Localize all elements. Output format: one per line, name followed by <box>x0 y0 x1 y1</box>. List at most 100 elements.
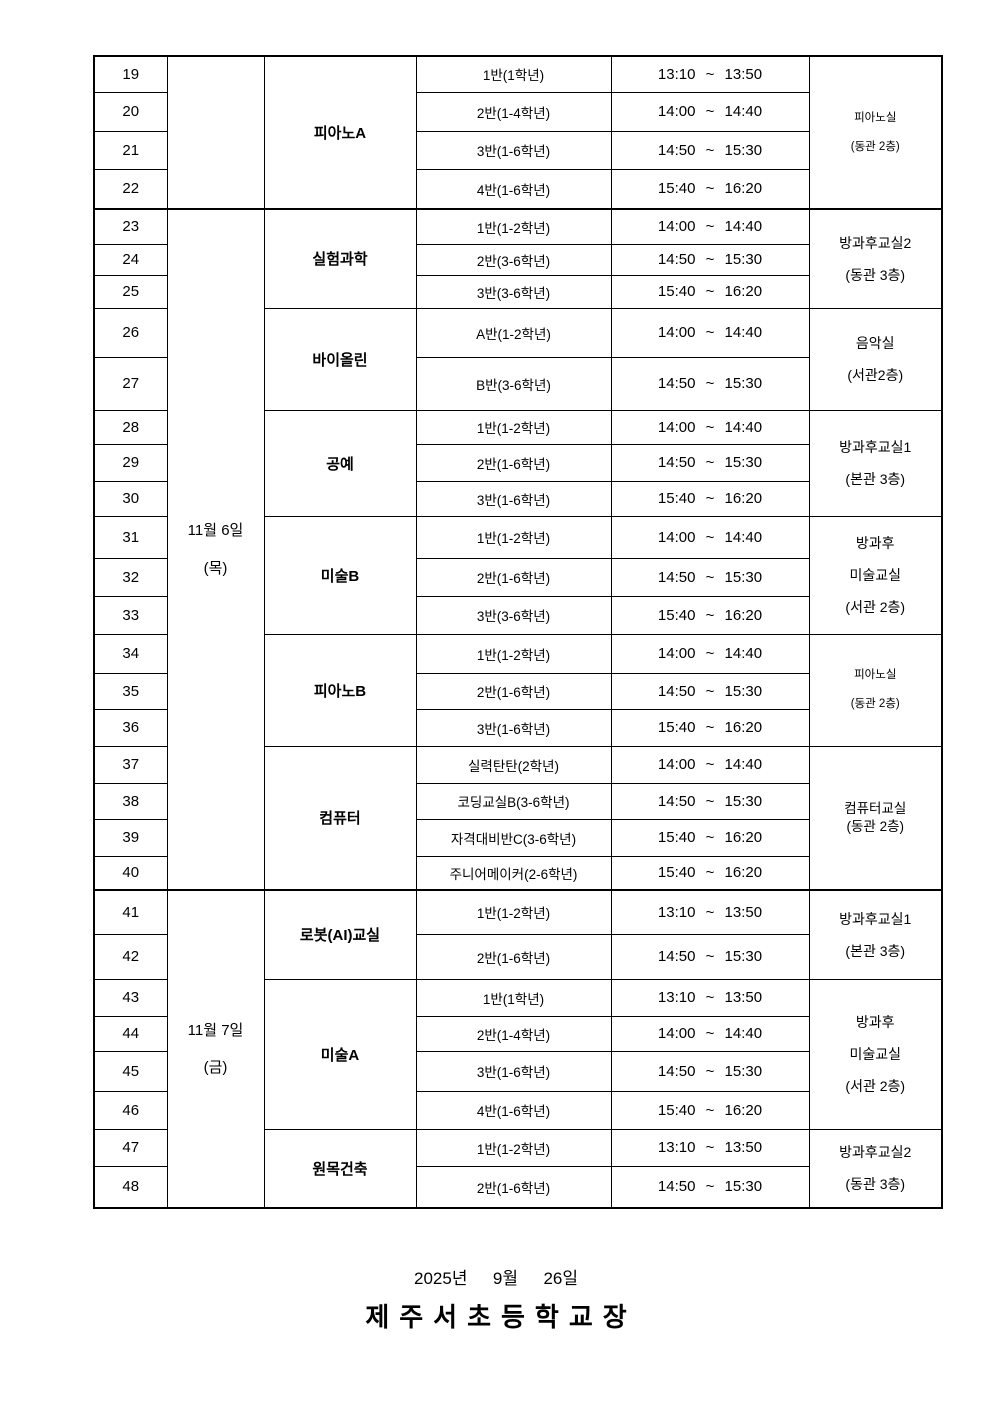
table-row: 31 미술B 1반(1-2학년) 14:00 ~ 14:40 방과후 미술교실 (서관 2층… <box>93 515 943 635</box>
table-row: 37 컴퓨터 실력탄탄(2학년) 14:00 ~ 14:40 컴퓨터교실 (동관 2층) <box>93 745 943 891</box>
row-number-cell: 34 <box>93 633 168 674</box>
class-cell: B반(3-6학년) <box>415 356 612 411</box>
row-number-cell: 22 <box>93 168 168 210</box>
class-cell: 4반(1-6학년) <box>415 168 612 210</box>
class-cell: 2반(1-6학년) <box>415 443 612 482</box>
program-cell: 컴퓨터 <box>263 745 417 891</box>
table-row: 35 2반(1-6학년) 14:50 ~ 15:30 <box>93 672 942 710</box>
row-number-cell: 40 <box>93 855 168 891</box>
program-cell: 원목건축 <box>263 1128 417 1209</box>
class-cell: 자격대비반C(3-6학년) <box>415 818 612 857</box>
row-number-cell: 46 <box>93 1090 168 1130</box>
time-cell: 15:40 ~ 16:20 <box>610 595 810 635</box>
row-number-cell: 21 <box>93 130 168 170</box>
time-cell: 13:10 ~ 13:50 <box>610 1128 810 1167</box>
row-number-cell: 47 <box>93 1128 168 1167</box>
class-cell: 실력탄탄(2학년) <box>415 745 612 784</box>
time-cell: 14:00 ~ 14:40 <box>610 745 810 784</box>
row-number-cell: 30 <box>93 480 168 517</box>
time-cell: 14:00 ~ 14:40 <box>610 1015 810 1052</box>
time-cell: 15:40 ~ 16:20 <box>610 708 810 747</box>
location-cell: 방과후교실1 (본관 3층) <box>808 889 943 980</box>
class-cell: 4반(1-6학년) <box>415 1090 612 1130</box>
table-row: 44 2반(1-4학년) 14:00 ~ 14:40 <box>93 1015 942 1052</box>
row-number-cell: 32 <box>93 557 168 597</box>
class-cell: 3반(1-6학년) <box>415 130 612 170</box>
class-cell: 1반(1-2학년) <box>415 633 612 674</box>
row-number-cell: 41 <box>93 889 168 935</box>
time-cell: 15:40 ~ 16:20 <box>610 818 810 857</box>
row-number-cell: 35 <box>93 672 168 710</box>
table-row: 41 11월 7일 (금) 로봇(AI)교실 1반(1-2학년) 13:10 ~ 13:5… <box>93 889 943 1209</box>
class-cell: 2반(1-4학년) <box>415 91 612 132</box>
table-row: 20 2반(1-4학년) 14:00 ~ 14:40 <box>93 91 942 132</box>
time-cell: 13:10 ~ 13:50 <box>610 978 810 1017</box>
signature: 제주서초등학교장 <box>365 1302 637 1332</box>
table-row: 32 2반(1-6학년) 14:50 ~ 15:30 <box>93 557 942 597</box>
class-cell: 1반(1학년) <box>415 55 612 93</box>
row-number-cell: 23 <box>93 208 168 245</box>
table-row: 27 B반(3-6학년) 14:50 ~ 15:30 <box>93 356 942 411</box>
time-cell: 14:50 ~ 15:30 <box>610 672 810 710</box>
program-cell: 공예 <box>263 409 417 517</box>
row-number-cell: 39 <box>93 818 168 857</box>
time-cell: 14:50 ~ 15:30 <box>610 782 810 820</box>
time-cell: 15:40 ~ 16:20 <box>610 1090 810 1130</box>
location-cell: 음악실 (서관2층) <box>808 307 943 411</box>
table-row: 33 3반(3-6학년) 15:40 ~ 16:20 <box>93 595 942 635</box>
program-cell: 로봇(AI)교실 <box>263 889 417 980</box>
table-row: 47 원목건축 1반(1-2학년) 13:10 ~ 13:50 방과후교실2 (동관 3층… <box>93 1128 943 1209</box>
row-number-cell: 24 <box>93 243 168 276</box>
time-cell: 14:50 ~ 15:30 <box>610 243 810 276</box>
program-cell: 미술A <box>263 978 417 1130</box>
class-cell: 3반(1-6학년) <box>415 708 612 747</box>
table-row: 21 3반(1-6학년) 14:50 ~ 15:30 <box>93 130 942 170</box>
row-number-cell: 36 <box>93 708 168 747</box>
date-cell: 11월 6일 (목) <box>166 208 265 891</box>
class-cell: 1반(1학년) <box>415 978 612 1017</box>
date-cell <box>166 55 265 210</box>
table-row: 38 코딩교실B(3-6학년) 14:50 ~ 15:30 <box>93 782 942 820</box>
class-cell: 1반(1-2학년) <box>415 208 612 245</box>
location-cell: 방과후교실1 (본관 3층) <box>808 409 943 517</box>
table-row: 26 바이올린 A반(1-2학년) 14:00 ~ 14:40 음악실 (서관2층) <box>93 307 943 411</box>
time-cell: 14:00 ~ 14:40 <box>610 91 810 132</box>
program-cell: 피아노B <box>263 633 417 747</box>
class-cell: A반(1-2학년) <box>415 307 612 358</box>
program-cell: 피아노A <box>263 55 417 210</box>
table-row: 48 2반(1-6학년) 14:50 ~ 15:30 <box>93 1165 942 1209</box>
class-cell: 2반(3-6학년) <box>415 243 612 276</box>
location-cell: 방과후교실2 (동관 3층) <box>808 1128 943 1209</box>
location-cell: 방과후 미술교실 (서관 2층) <box>808 978 943 1130</box>
location-cell: 피아노실 (동관 2층) <box>808 633 943 747</box>
schedule-table: 19 피아노A 1반(1학년) 13:10 ~ 13:50 피아노실 (동관 2층) 20 2… <box>93 55 943 1209</box>
time-cell: 14:50 ~ 15:30 <box>610 130 810 170</box>
time-cell: 14:00 ~ 14:40 <box>610 307 810 358</box>
table-row: 24 2반(3-6학년) 14:50 ~ 15:30 <box>93 243 942 276</box>
class-cell: 2반(1-4학년) <box>415 1015 612 1052</box>
location-cell: 피아노실 (동관 2층) <box>808 55 943 210</box>
location-cell: 컴퓨터교실 (동관 2층) <box>808 745 943 891</box>
program-cell: 실험과학 <box>263 208 417 309</box>
row-number-cell: 33 <box>93 595 168 635</box>
class-cell: 3반(3-6학년) <box>415 274 612 309</box>
row-number-cell: 31 <box>93 515 168 559</box>
row-number-cell: 25 <box>93 274 168 309</box>
row-number-cell: 45 <box>93 1050 168 1092</box>
table-row: 19 피아노A 1반(1학년) 13:10 ~ 13:50 피아노실 (동관 2층) <box>93 55 943 210</box>
row-number-cell: 43 <box>93 978 168 1017</box>
row-number-cell: 29 <box>93 443 168 482</box>
program-cell: 미술B <box>263 515 417 635</box>
location-cell: 방과후 미술교실 (서관 2층) <box>808 515 943 635</box>
row-number-cell: 28 <box>93 409 168 445</box>
program-cell: 바이올린 <box>263 307 417 411</box>
time-cell: 15:40 ~ 16:20 <box>610 274 810 309</box>
table-row: 43 미술A 1반(1학년) 13:10 ~ 13:50 방과후 미술교실 (서관 2층) <box>93 978 943 1130</box>
time-cell: 13:10 ~ 13:50 <box>610 55 810 93</box>
table-row: 29 2반(1-6학년) 14:50 ~ 15:30 <box>93 443 942 482</box>
table-row: 28 공예 1반(1-2학년) 14:00 ~ 14:40 방과후교실1 (본관 3층) <box>93 409 943 517</box>
time-cell: 14:00 ~ 14:40 <box>610 208 810 245</box>
time-cell: 14:50 ~ 15:30 <box>610 1165 810 1209</box>
location-cell: 방과후교실2 (동관 3층) <box>808 208 943 309</box>
